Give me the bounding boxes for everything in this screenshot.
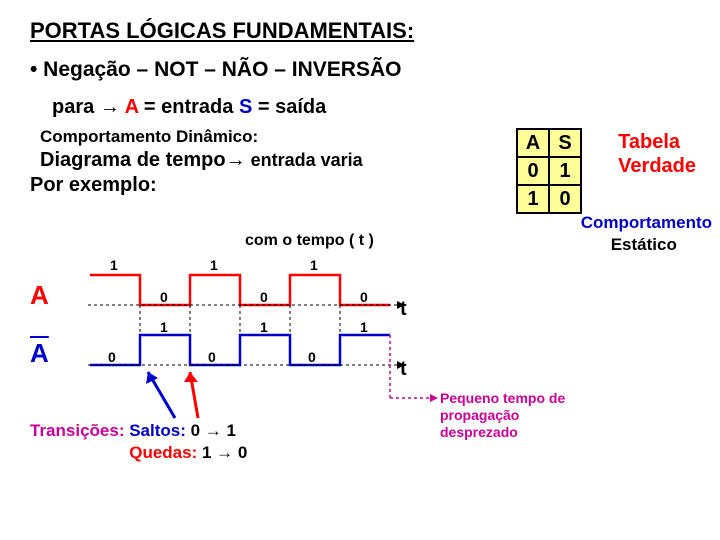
table-row: A S bbox=[517, 129, 581, 157]
svg-text:0: 0 bbox=[208, 349, 216, 365]
pequeno-tempo: Pequeno tempo de propagação desprezado bbox=[440, 390, 565, 440]
comp-est-l1: Comportamento bbox=[581, 213, 712, 232]
svg-text:1: 1 bbox=[310, 257, 318, 273]
comp-estatico: Comportamento Estático bbox=[581, 212, 712, 256]
svg-text:1: 1 bbox=[210, 257, 218, 273]
diag-t2: entrada varia bbox=[246, 150, 363, 170]
page-title: PORTAS LÓGICAS FUNDAMENTAIS: bbox=[0, 0, 720, 44]
comp-dinamico: Comportamento Dinâmico: bbox=[0, 119, 720, 147]
svg-text:0: 0 bbox=[160, 289, 168, 305]
trans-label: Transições: bbox=[30, 421, 125, 440]
por-exemplo: Por exemplo: bbox=[0, 172, 720, 197]
para-s: S bbox=[239, 96, 258, 118]
svg-text:1: 1 bbox=[160, 319, 168, 335]
para-line: para → A = entrada S = saída bbox=[0, 82, 720, 119]
signal-a-label: A bbox=[30, 280, 49, 311]
peq-l2: propagação bbox=[440, 407, 519, 423]
svg-text:1: 1 bbox=[360, 319, 368, 335]
verdade: Verdade bbox=[618, 155, 696, 177]
table-row: 1 0 bbox=[517, 185, 581, 213]
quedas-label: Quedas: bbox=[129, 443, 197, 462]
saltos-val: 0 → 1 bbox=[186, 421, 236, 440]
svg-text:0: 0 bbox=[308, 349, 316, 365]
quedas-val: 1 → 0 bbox=[197, 443, 247, 462]
cell: 0 bbox=[517, 157, 549, 185]
t-axis-label-1: t bbox=[400, 298, 407, 321]
diag-arrow: → bbox=[226, 149, 246, 171]
para-saida: = saída bbox=[258, 96, 326, 118]
signal-abar-label: A bbox=[30, 338, 49, 369]
transicoes-block: Transições: Saltos: 0 → 1 Transições: Qu… bbox=[30, 420, 247, 464]
cell: 0 bbox=[549, 185, 581, 213]
saltos-label: Saltos: bbox=[125, 421, 186, 440]
table-row: 0 1 bbox=[517, 157, 581, 185]
peq-l1: Pequeno tempo de bbox=[440, 390, 565, 406]
comp-est-l2: Estático bbox=[581, 235, 677, 254]
svg-text:1: 1 bbox=[260, 319, 268, 335]
diag-t1: Diagrama de tempo bbox=[40, 149, 226, 171]
svg-text:0: 0 bbox=[260, 289, 268, 305]
para-arrow: → bbox=[100, 96, 120, 118]
table-label: Tabela Verdade bbox=[618, 130, 696, 178]
svg-text:1: 1 bbox=[110, 257, 118, 273]
th-a: A bbox=[517, 129, 549, 157]
para-prefix: para bbox=[52, 96, 94, 118]
subtitle: • Negação – NOT – NÃO – INVERSÃO bbox=[0, 44, 720, 82]
cell: 1 bbox=[517, 185, 549, 213]
cell: 1 bbox=[549, 157, 581, 185]
para-a: A bbox=[125, 96, 144, 118]
peq-l3: desprezado bbox=[440, 424, 518, 440]
t-axis-label-2: t bbox=[400, 358, 407, 381]
svg-text:0: 0 bbox=[108, 349, 116, 365]
th-s: S bbox=[549, 129, 581, 157]
truth-table: A S 0 1 1 0 bbox=[516, 128, 582, 214]
para-eq: = entrada bbox=[144, 96, 239, 118]
svg-text:0: 0 bbox=[360, 289, 368, 305]
diag-line: Diagrama de tempo→ entrada varia bbox=[0, 147, 720, 172]
com-tempo: com o tempo ( t ) bbox=[245, 232, 374, 250]
tabela: Tabela bbox=[618, 131, 680, 153]
